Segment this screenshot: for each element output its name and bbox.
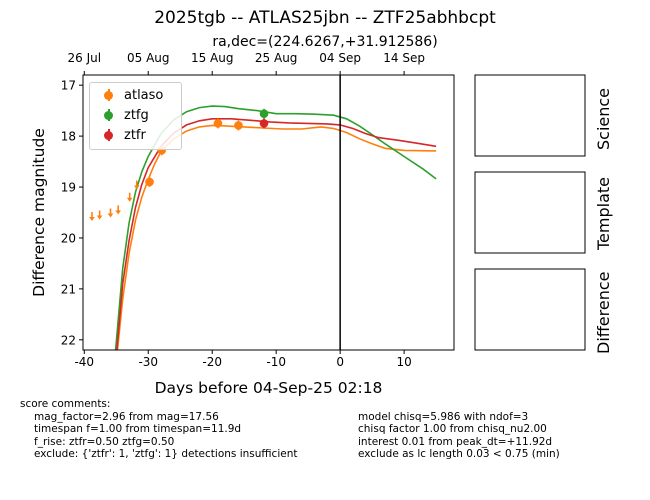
chart-title: 2025tgb -- ATLAS25jbn -- ZTF25abhbcpt (154, 8, 496, 28)
upper-limit-atlaso-0 (89, 212, 95, 222)
data-point-ztfr-0 (259, 118, 269, 129)
data-point-atlaso-2 (213, 118, 223, 129)
legend-label-atlaso: atlaso (124, 87, 164, 103)
y-tick-label: 18 (61, 130, 76, 144)
legend-item-ztfr: ztfr (90, 126, 146, 144)
y-axis-label: Difference magnitude (30, 128, 48, 297)
x-tick-label: 0 (336, 355, 344, 369)
x-tick-label: -20 (202, 355, 222, 369)
x-tick-label: -30 (138, 355, 158, 369)
comment-left-3: f_rise: ztfr=0.50 ztfg=0.50 (34, 435, 175, 448)
legend-marker-ztfr (90, 126, 120, 144)
template-image-panel (474, 171, 586, 254)
score-comments: score comments: mag_factor=2.96 from mag… (20, 398, 297, 461)
legend-marker-atlaso (90, 86, 120, 104)
x-tick-label: -10 (266, 355, 286, 369)
chart-legend: atlaso ztfg ztfr (89, 82, 182, 150)
upper-limit-atlaso-3 (115, 205, 121, 215)
plot-frame (82, 74, 455, 351)
top-tick-label: 26 Jul (67, 51, 101, 65)
upper-limit-atlaso-4 (126, 192, 133, 202)
legend-item-ztfg: ztfg (90, 106, 149, 124)
comment-left-4: exclude: {'ztfr': 1, 'ztfg': 1} detectio… (34, 448, 298, 460)
top-tick-label: 15 Aug (191, 51, 234, 65)
legend-label-ztfg: ztfg (124, 107, 149, 123)
legend-marker-ztfg (90, 106, 120, 124)
model-comments: model chisq=5.986 with ndof=3 chisq fact… (358, 411, 560, 461)
comment-left-1: mag_factor=2.96 from mag=17.56 (34, 410, 219, 423)
model-curve-ztfr (116, 118, 437, 350)
top-tick-label: 05 Aug (127, 51, 170, 65)
comment-right-3: interest 0.01 from peak_dt=+11.92d (358, 435, 553, 448)
legend-item-atlaso: atlaso (90, 86, 163, 104)
top-tick-label: 25 Aug (255, 51, 298, 65)
difference-label: Difference (594, 271, 613, 354)
data-point-atlaso-3 (234, 120, 243, 131)
x-axis-label: Days before 04-Sep-25 02:18 (155, 379, 383, 397)
template-label: Template (594, 176, 613, 250)
upper-limit-atlaso-2 (107, 208, 114, 218)
model-curve-ztfg (114, 105, 437, 350)
comment-right-2: chisq factor 1.00 from chisq_nu2.00 (358, 423, 547, 435)
science-image-panel (474, 74, 586, 157)
y-tick-label: 20 (61, 231, 76, 245)
top-tick-label: 04 Sep (319, 51, 361, 65)
comments-heading: score comments: (20, 398, 111, 410)
upper-limit-atlaso-1 (96, 210, 103, 220)
y-tick-label: 19 (61, 181, 76, 195)
comment-right-4: exclude as lc length 0.03 < 0.75 (min) (358, 448, 560, 460)
y-tick-label: 21 (61, 282, 76, 296)
y-tick-label: 22 (61, 333, 76, 347)
science-label: Science (594, 87, 613, 150)
comment-left-2: timespan f=1.00 from timespan=11.9d (34, 423, 242, 435)
data-point-atlaso-0 (145, 176, 154, 187)
legend-label-ztfr: ztfr (124, 127, 146, 143)
plot-data-layer (89, 75, 437, 350)
x-tick-label: 10 (396, 355, 411, 369)
x-tick-label: -40 (74, 355, 94, 369)
data-point-ztfg-0 (259, 108, 269, 119)
top-tick-label: 14 Sep (383, 51, 425, 65)
chart-subtitle: ra,dec=(224.6267,+31.912586) (212, 34, 438, 50)
difference-image-panel (474, 268, 586, 351)
comment-right-1: model chisq=5.986 with ndof=3 (358, 410, 529, 423)
upper-limit-atlaso-5 (133, 180, 140, 190)
model-curve-atlaso (116, 124, 437, 350)
y-tick-label: 17 (61, 79, 76, 93)
